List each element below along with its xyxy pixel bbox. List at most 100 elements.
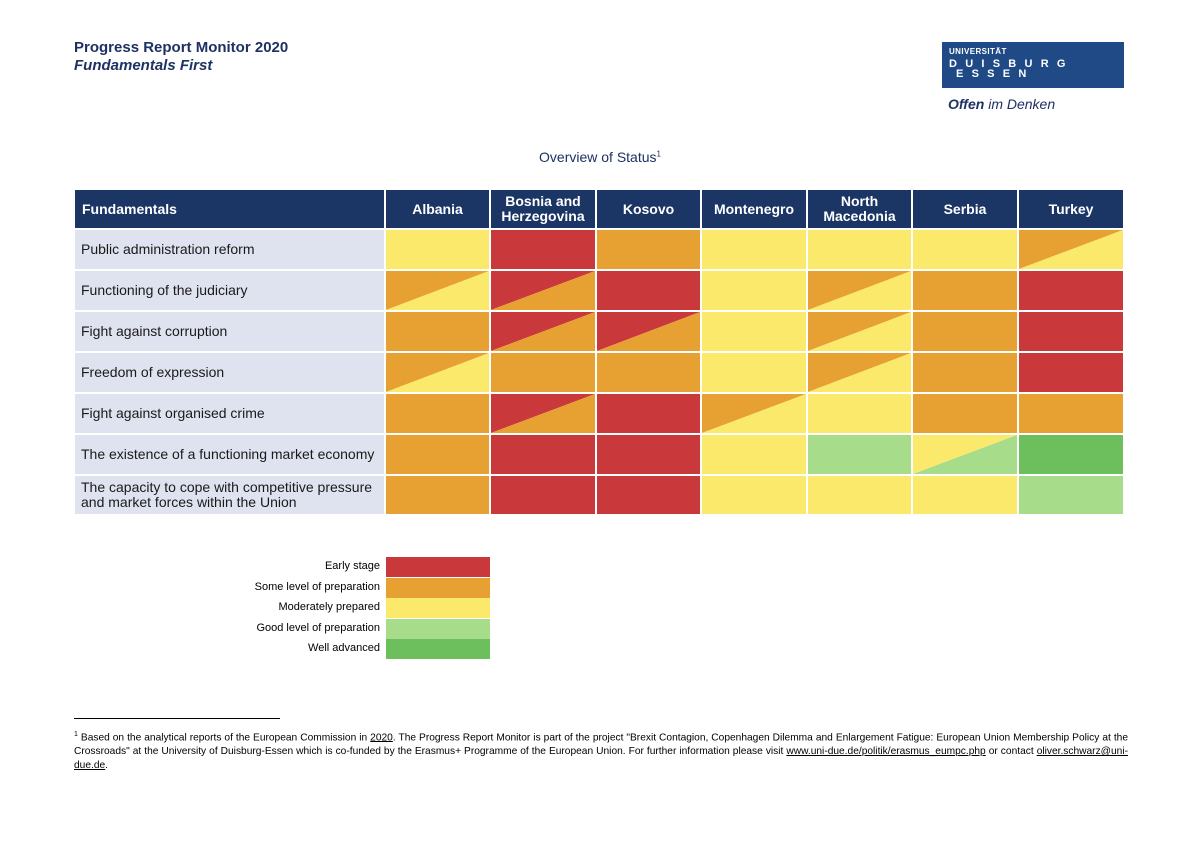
status-cell — [597, 476, 700, 514]
footnote-link-email[interactable]: oliver.schwarz@uni-due.de — [74, 746, 1128, 772]
legend-swatch — [386, 557, 490, 577]
status-cell-lower — [491, 271, 595, 310]
footnote-text-d: . — [105, 760, 109, 772]
footnote-text-b: . The Progress Report Monitor is part of… — [74, 732, 1128, 758]
status-cell — [491, 230, 595, 269]
status-cell — [702, 230, 806, 269]
footnote: 1 Based on the analytical reports of the… — [74, 728, 1128, 773]
status-cell — [386, 312, 489, 351]
legend-swatch — [386, 639, 490, 659]
column-header: Serbia — [943, 200, 987, 217]
university-logo: UNIVERSITÄT D U I S B U R G E S S E N — [942, 42, 1124, 88]
report-header: Progress Report Monitor 2020 Fundamental… — [74, 39, 288, 74]
logo-line-3: E S S E N — [956, 68, 1029, 80]
status-cell — [913, 271, 1017, 310]
status-cell — [491, 353, 595, 392]
tagline-rest: im Denken — [984, 96, 1056, 112]
column-header: North Macedonia — [823, 193, 896, 224]
header-fundamentals: Fundamentals — [82, 200, 177, 217]
row-label: The capacity to cope with competitive pr… — [81, 479, 373, 510]
footnote-link-url[interactable]: www.uni-due.de/politik/erasmus_eumpc.php — [786, 746, 986, 758]
legend-item: Good level of preparation — [180, 618, 491, 639]
status-cell — [491, 435, 595, 474]
legend-swatch — [386, 618, 490, 639]
report-subtitle: Fundamentals First — [74, 57, 213, 74]
row-label: Fight against corruption — [81, 323, 228, 339]
overview-title: Overview of Status1 — [0, 149, 1200, 165]
row-label: Public administration reform — [81, 241, 255, 257]
status-cell — [702, 353, 806, 392]
row-label-cell — [75, 435, 384, 474]
legend-item: Moderately prepared — [180, 598, 491, 618]
row-label-cell — [75, 353, 384, 392]
legend-item: Early stage — [180, 557, 491, 577]
footnote-mark: 1 — [74, 731, 78, 738]
header-cell — [913, 190, 1017, 228]
legend-label: Moderately prepared — [278, 601, 380, 613]
footnote-text-c: or contact — [985, 746, 1037, 758]
legend-swatch — [386, 577, 490, 598]
overview-footnote-mark: 1 — [656, 149, 661, 159]
row-label-cell — [75, 230, 384, 269]
status-cell-lower — [491, 394, 595, 433]
status-table: Fundamentals Albania Bosnia and Herzegovin… — [75, 190, 1125, 516]
status-cell — [597, 271, 700, 310]
status-cell — [386, 476, 489, 514]
header-cell — [491, 190, 595, 228]
column-header: Turkey — [1048, 200, 1094, 217]
status-cell-lower — [913, 435, 1017, 474]
column-header: Kosovo — [622, 200, 675, 217]
status-cell — [808, 435, 911, 474]
legend-label: Early stage — [324, 560, 380, 572]
report-title: Progress Report Monitor 2020 — [74, 39, 289, 56]
legend-label: Some level of preparation — [254, 580, 380, 593]
status-cell — [1019, 476, 1123, 514]
status-cell — [386, 394, 489, 433]
footnote-link-year[interactable]: 2020 — [370, 732, 393, 744]
column-header: Bosnia and Herzegovina — [501, 193, 585, 224]
status-cell — [913, 353, 1017, 392]
status-cell — [597, 394, 700, 433]
column-header: Albania — [412, 200, 463, 217]
status-grid — [75, 190, 1123, 514]
status-cell — [1019, 312, 1123, 351]
status-cell — [1019, 394, 1123, 433]
status-cell — [1019, 353, 1123, 392]
status-cell-lower — [808, 271, 911, 310]
status-cell-lower — [386, 353, 489, 392]
legend-label: Good level of preparation — [256, 621, 380, 634]
row-label-cell — [75, 312, 384, 351]
status-cell — [1019, 435, 1123, 474]
row-label: The existence of a functioning market ec… — [81, 446, 375, 462]
status-cell — [913, 476, 1017, 514]
status-cell — [491, 476, 595, 514]
header-cell — [808, 190, 911, 228]
status-cell — [597, 230, 700, 269]
header-cell — [597, 190, 700, 228]
status-cell — [702, 312, 806, 351]
status-cell — [808, 230, 911, 269]
status-cell-lower — [808, 353, 911, 392]
status-cell-lower — [702, 394, 806, 433]
row-label-cell — [75, 394, 384, 433]
header-cell — [1019, 190, 1123, 228]
row-label-cell — [75, 476, 384, 514]
status-cell — [597, 435, 700, 474]
status-cell-lower — [386, 271, 489, 310]
status-cell — [702, 271, 806, 310]
row-label: Freedom of expression — [81, 364, 225, 380]
column-header: Montenegro — [713, 200, 795, 217]
logo-line-1: UNIVERSITÄT — [949, 47, 1007, 56]
status-cell-lower — [491, 312, 595, 351]
status-cell-lower — [597, 312, 700, 351]
status-cell — [386, 230, 489, 269]
logo-tagline: Offen im Denken — [948, 96, 1055, 112]
header-cell — [386, 190, 489, 228]
row-label: Fight against organised crime — [81, 405, 265, 421]
row-label: Functioning of the judiciary — [81, 282, 248, 298]
header-cell — [75, 190, 384, 228]
status-cell — [597, 353, 700, 392]
row-label-cell — [75, 271, 384, 310]
footnote-rule — [74, 718, 280, 719]
status-cell — [386, 435, 489, 474]
